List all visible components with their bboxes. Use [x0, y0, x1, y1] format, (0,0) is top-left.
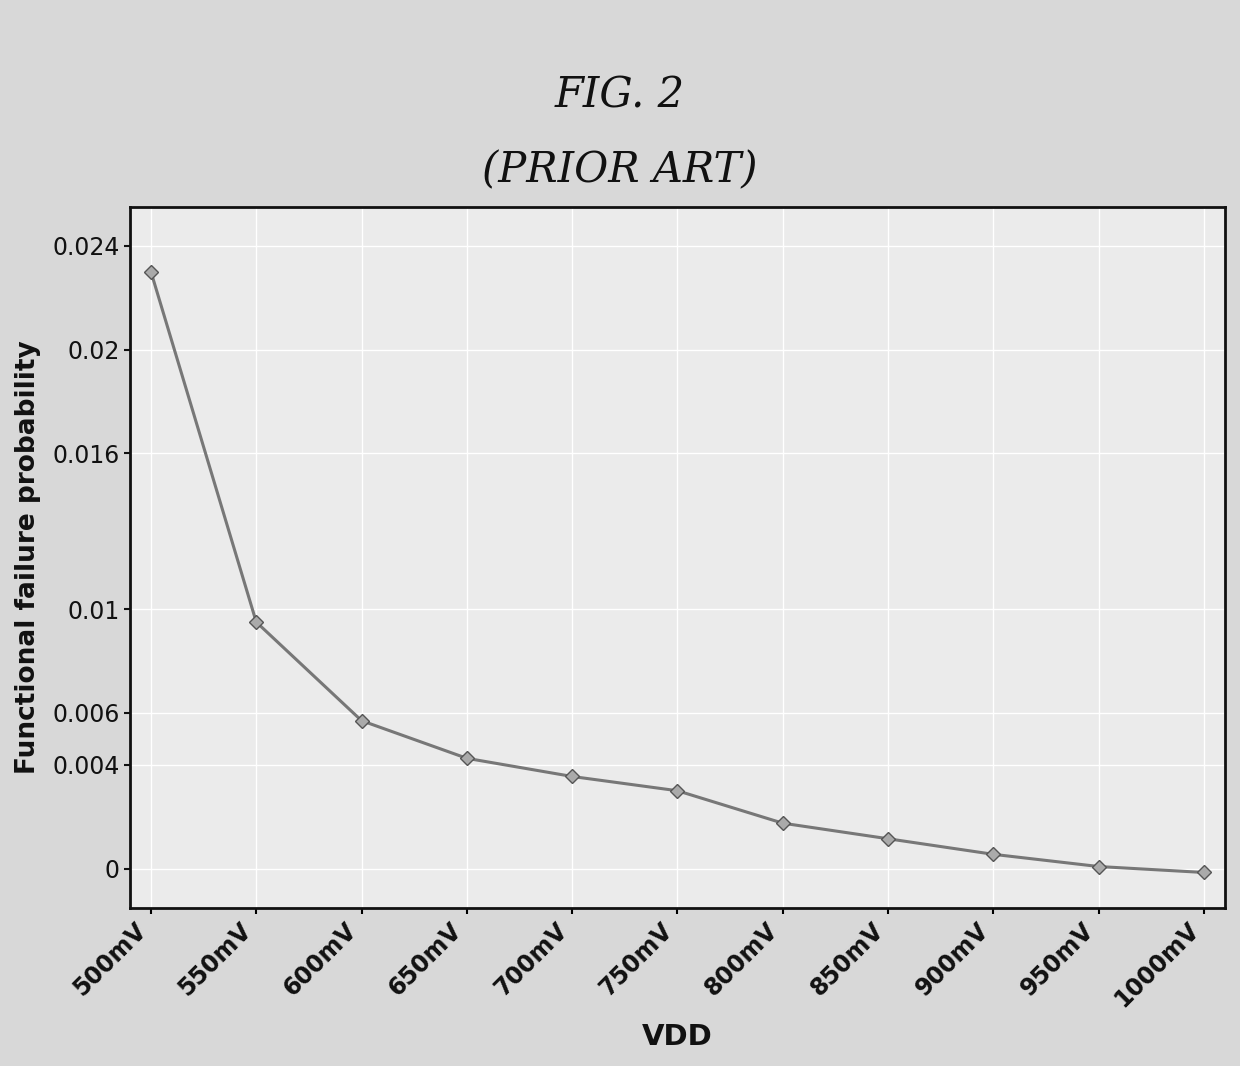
Text: FIG. 2: FIG. 2: [556, 75, 684, 117]
X-axis label: VDD: VDD: [642, 1023, 713, 1051]
Text: (PRIOR ART): (PRIOR ART): [482, 149, 758, 192]
Y-axis label: Functional failure probability: Functional failure probability: [15, 340, 41, 774]
